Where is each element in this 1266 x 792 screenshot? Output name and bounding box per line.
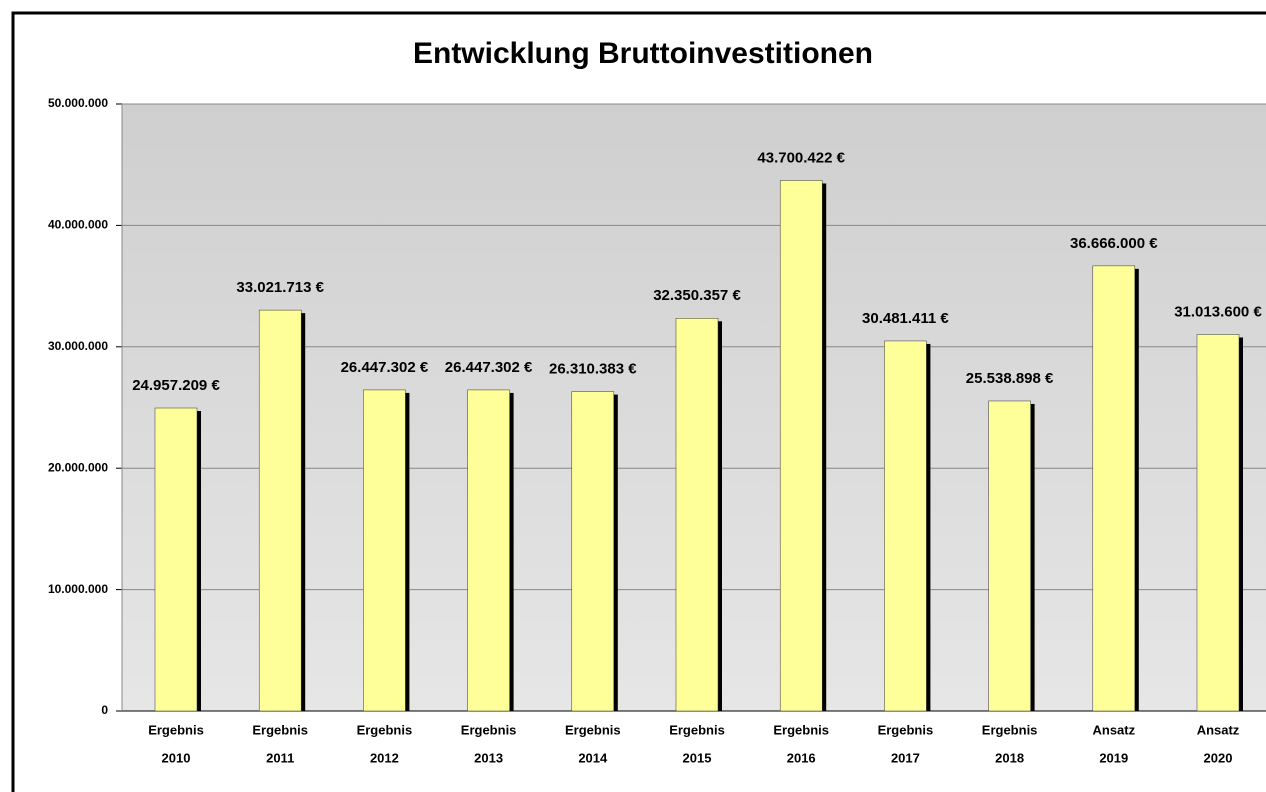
x-tick-label: Ergebnis: [565, 722, 621, 737]
x-tick-label: 2011: [266, 750, 294, 765]
bar: [1092, 265, 1136, 712]
x-tick-label: 2012: [370, 750, 399, 765]
data-label: 25.538.898 €: [966, 370, 1054, 387]
x-tick-label: 2020: [1204, 750, 1233, 765]
x-tick-label: Ergebnis: [148, 722, 204, 737]
x-tick-label: Ergebnis: [669, 722, 725, 737]
x-tick-label: 2016: [787, 750, 816, 765]
x-tick-label: 2013: [474, 750, 503, 765]
x-tick-label: 2014: [578, 750, 608, 765]
x-tick-label: Ergebnis: [252, 722, 308, 737]
bar: [154, 407, 198, 712]
bar: [571, 391, 615, 712]
x-tick-label: 2015: [683, 750, 712, 765]
data-label: 31.013.600 €: [1174, 303, 1262, 320]
x-tick-label: 2018: [995, 750, 1024, 765]
y-tick-label: 0: [101, 703, 108, 717]
bar: [467, 389, 510, 712]
y-tick-label: 10.000.000: [48, 582, 108, 596]
y-tick-label: 20.000.000: [48, 460, 108, 474]
data-label: 26.310.383 €: [549, 361, 637, 378]
data-label: 24.957.209 €: [132, 377, 220, 394]
x-tick-label: Ergebnis: [773, 722, 829, 737]
data-label: 30.481.411 €: [862, 310, 949, 327]
x-tick-label: 2019: [1099, 750, 1128, 765]
bar: [363, 389, 406, 712]
chart-title: Entwicklung Bruttoinvestitionen: [413, 37, 873, 70]
bar: [884, 340, 927, 712]
data-label: 33.021.713 €: [236, 279, 324, 296]
x-tick-label: Ansatz: [1197, 722, 1240, 737]
x-tick-label: Ergebnis: [878, 722, 934, 737]
x-tick-label: Ergebnis: [982, 722, 1038, 737]
y-tick-label: 50.000.000: [48, 96, 108, 110]
x-tick-label: Ergebnis: [357, 722, 413, 737]
data-label: 36.666.000 €: [1070, 235, 1158, 252]
data-label: 32.350.357 €: [653, 287, 741, 304]
data-label: 26.447.302 €: [341, 359, 429, 376]
bar: [779, 180, 823, 712]
x-tick-label: Ergebnis: [461, 722, 517, 737]
bar: [675, 318, 719, 712]
y-tick-label: 30.000.000: [48, 339, 108, 353]
y-tick-label: 40.000.000: [48, 218, 108, 232]
x-tick-label: 2017: [891, 750, 920, 765]
data-label: 43.700.422 €: [757, 149, 845, 166]
bar: [258, 309, 302, 712]
x-tick-label: 2010: [162, 750, 191, 765]
x-tick-label: Ansatz: [1092, 722, 1135, 737]
bar: [988, 400, 1031, 712]
bar: [1196, 334, 1240, 712]
data-label: 26.447.302 €: [445, 359, 533, 376]
